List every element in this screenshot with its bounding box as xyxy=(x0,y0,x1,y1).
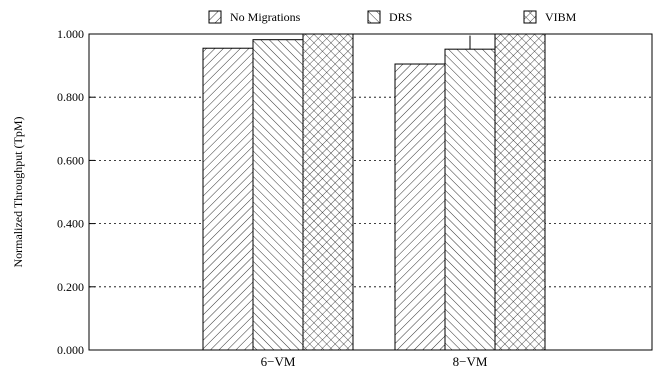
legend-swatch-no-migrations xyxy=(208,10,222,24)
y-tick-label: 0.600 xyxy=(57,153,84,167)
bar-no-migrations-1 xyxy=(394,63,446,351)
legend-swatch-vibm xyxy=(523,10,537,24)
gridlines xyxy=(89,96,652,288)
x-category-label: 6−VM xyxy=(261,354,296,369)
bars-group xyxy=(202,33,546,351)
y-tick-label: 0.400 xyxy=(57,217,84,231)
y-tick-label: 0.000 xyxy=(57,343,84,357)
legend-label: No Migrations xyxy=(230,10,301,24)
bar-drs-1 xyxy=(444,48,496,351)
x-axis: 6−VM 8−VM xyxy=(261,354,488,369)
y-tick-label: 0.200 xyxy=(57,280,84,294)
bar-no-migrations-0 xyxy=(202,47,254,351)
bar-vibm-1 xyxy=(494,33,546,351)
plot-frame xyxy=(88,33,653,351)
bar-vibm-0 xyxy=(302,33,354,351)
legend-swatch-drs xyxy=(367,10,381,24)
legend: No Migrations DRS VIBM xyxy=(208,10,577,24)
bar-drs-0 xyxy=(252,39,304,351)
x-category-label: 8−VM xyxy=(453,354,488,369)
y-axis: 0.000 0.200 0.400 0.600 0.800 1.000 xyxy=(57,27,95,357)
y-tick-label: 0.800 xyxy=(57,90,84,104)
legend-label: VIBM xyxy=(545,10,577,24)
y-axis-title: Normalized Throughput (TpM) xyxy=(11,116,25,267)
legend-label: DRS xyxy=(389,10,412,24)
y-tick-label: 1.000 xyxy=(57,27,84,41)
